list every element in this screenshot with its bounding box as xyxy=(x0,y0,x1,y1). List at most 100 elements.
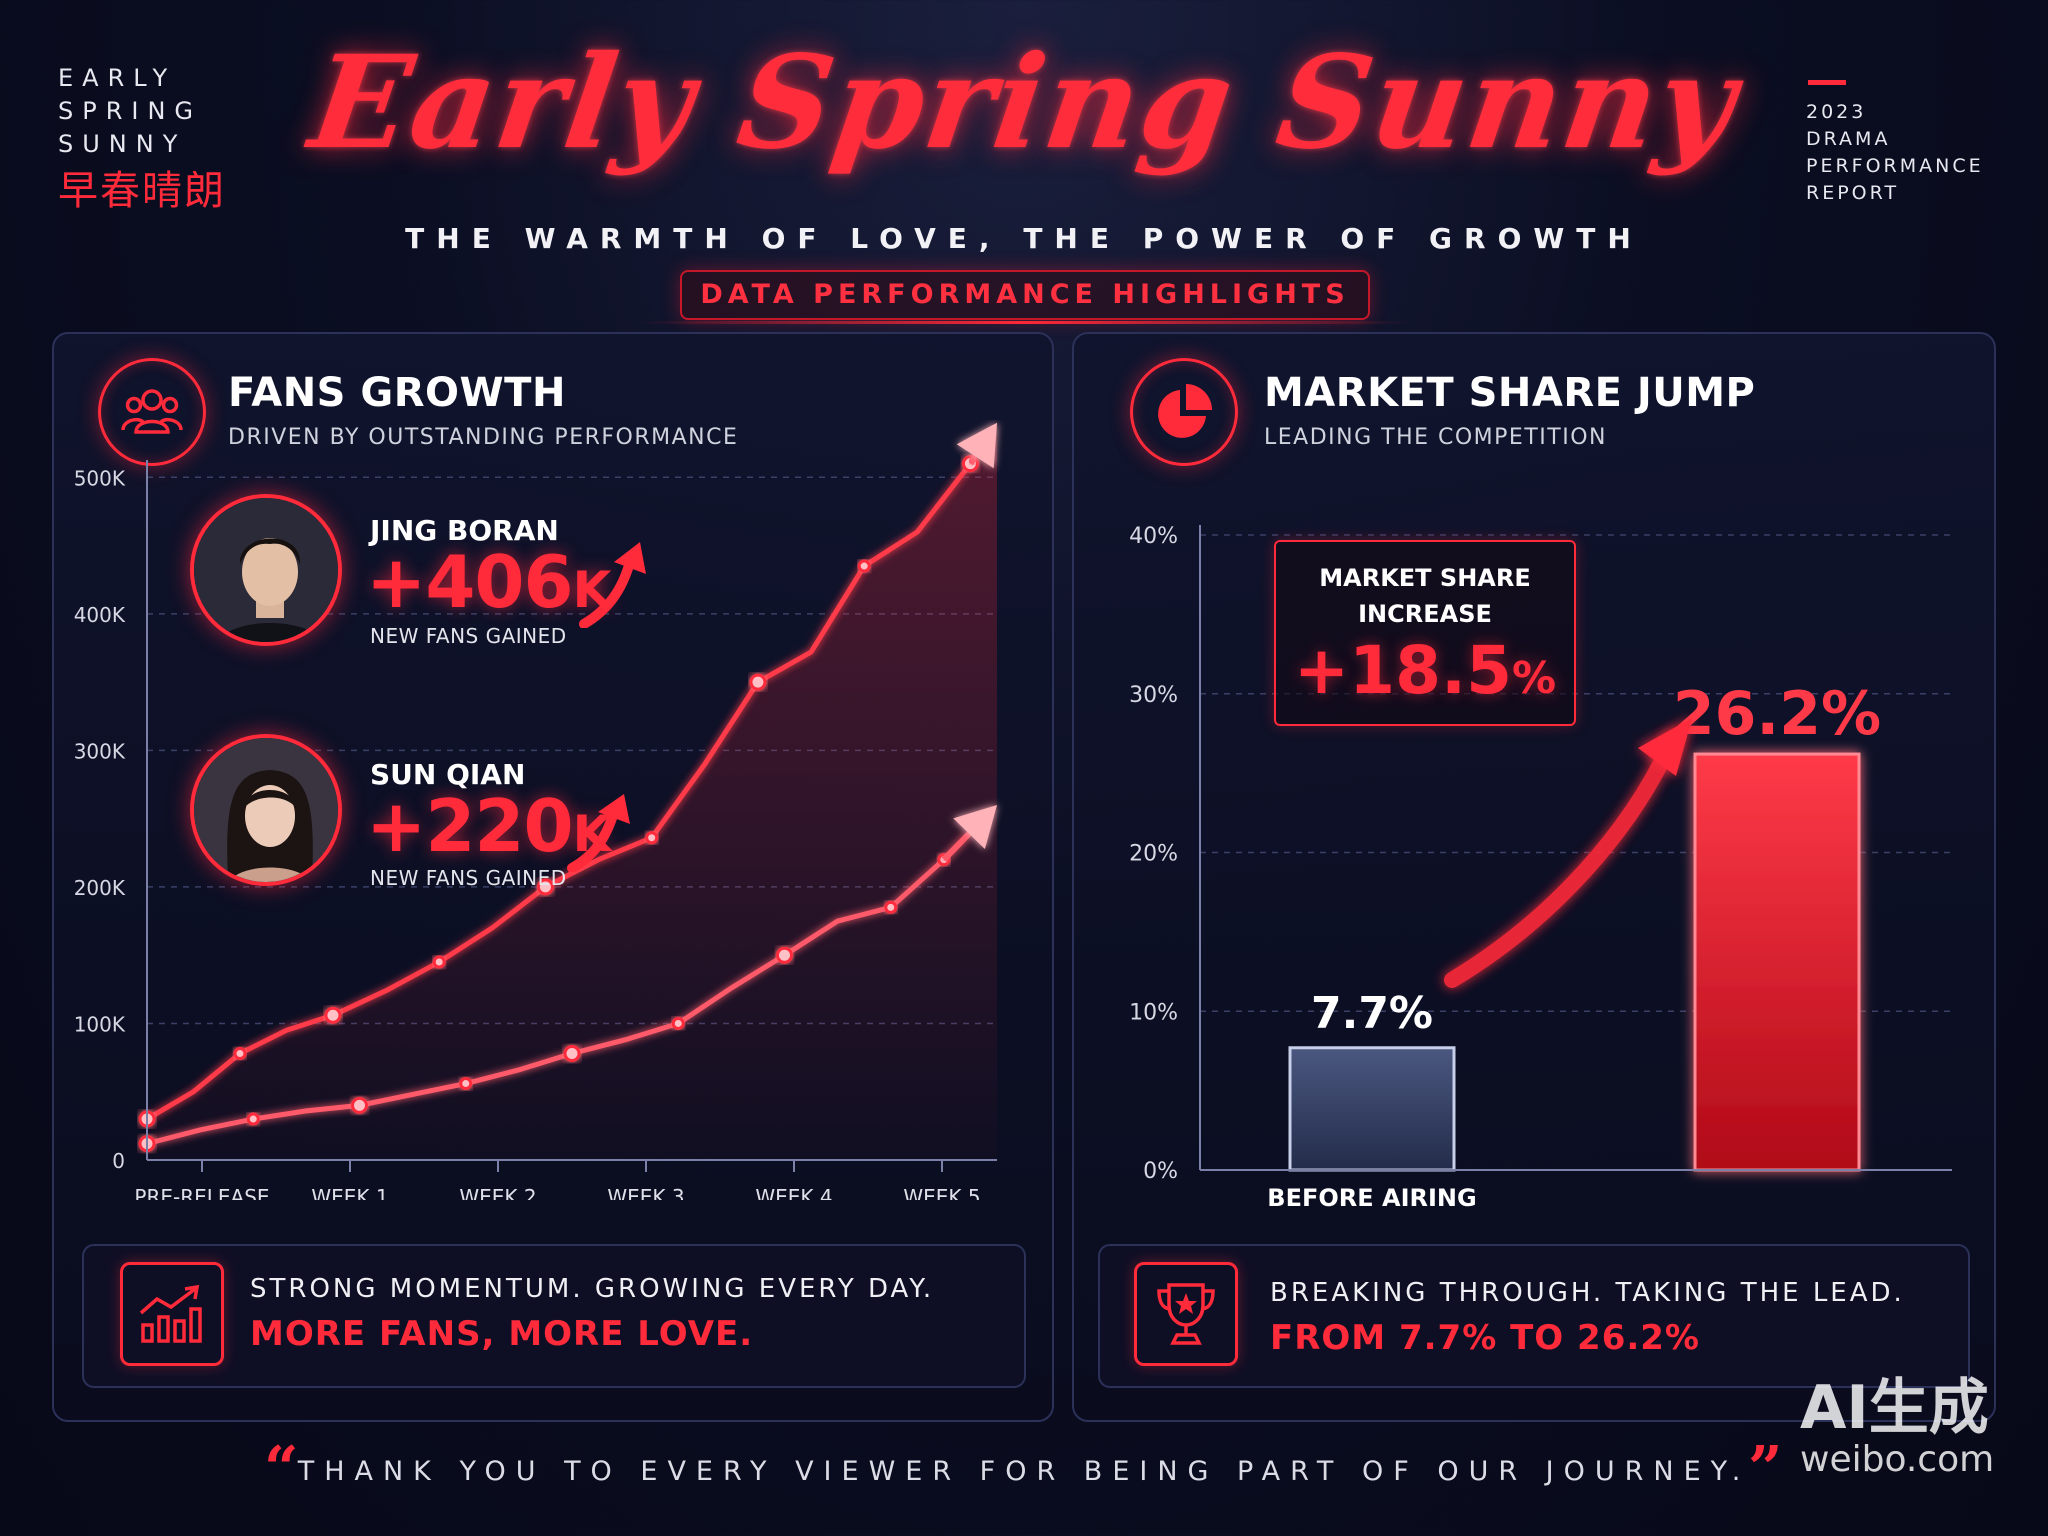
thanks-message: THANK YOU TO EVERY VIEWER FOR BEING PART… xyxy=(297,1456,1751,1487)
bar-chart-axes: 0% 10% 20% 30% 40% BEFORE AIRING xyxy=(1129,524,1952,1212)
users-group-svg xyxy=(121,389,183,434)
close-quote-icon: ” xyxy=(1748,1434,1783,1504)
fans-footer-line-1: STRONG MOMENTUM. GROWING EVERY DAY. xyxy=(250,1274,935,1304)
bar-0 xyxy=(1288,1046,1456,1172)
line-chart-axes: 0 100K 200K 300K 400K 500K PRE-RELEASE WEEK 1 WE… xyxy=(74,460,997,1200)
report-dash xyxy=(1808,80,1846,85)
bar-chart-y-tick: 40% xyxy=(1129,524,1178,549)
increase-value-unit: % xyxy=(1512,653,1557,704)
series-arrow-shaft xyxy=(967,454,978,466)
share-footer-line-2: FROM 7.7% TO 26.2% xyxy=(1270,1318,1701,1358)
line-chart-y-tick: 500K xyxy=(74,466,126,490)
users-group-icon xyxy=(98,358,206,466)
pie-chart-icon xyxy=(1130,358,1238,466)
line-chart-y-tick: 200K xyxy=(74,876,126,900)
increase-label-line-1: MARKET SHARE xyxy=(1319,564,1531,592)
sun-qian-gain: +220K xyxy=(366,784,611,868)
bar-1 xyxy=(1693,752,1861,1172)
avatar-jing-boran xyxy=(190,494,342,646)
brand-corner: EARLY SPRING SUNNY 早春晴朗 xyxy=(58,62,226,215)
avatar-sun-qian xyxy=(190,734,342,886)
sun-qian-gain-value: +220 xyxy=(366,784,574,868)
series-arrowhead xyxy=(953,805,997,850)
line-chart-y-tick: 300K xyxy=(74,739,126,763)
line-chart-y-tick: 400K xyxy=(74,603,126,627)
fans-growth-subtitle: DRIVEN BY OUTSTANDING PERFORMANCE xyxy=(228,425,739,450)
page-subtitle: THE WARMTH OF LOVE, THE POWER OF GROWTH xyxy=(405,222,1643,255)
jing-boran-gain: +406K xyxy=(366,540,611,624)
line-chart-x-tick: WEEK 1 xyxy=(311,1185,388,1200)
watermark-ai-label: AI生成 xyxy=(1800,1373,1989,1443)
watermark: AI生成 weibo.com xyxy=(1800,1376,1994,1480)
report-corner: 2023 DRAMA PERFORMANCE REPORT xyxy=(1806,80,2006,207)
market-share-subtitle: LEADING THE COMPETITION xyxy=(1264,425,1607,450)
increase-value-number: +18.5 xyxy=(1293,632,1513,709)
jing-boran-up-arrow-icon xyxy=(579,542,646,628)
open-quote-icon: “ xyxy=(264,1434,299,1504)
series-point xyxy=(233,1047,247,1060)
bar-chart-bars: 7.7% 26.2% xyxy=(1288,679,1881,1172)
avatar-jing-boran-svg xyxy=(194,498,338,642)
market-share-bar-chart: 7.7% 26.2% 0% 10% 20% 30% 40% BEFORE AIRING xyxy=(1129,524,1952,1212)
bar-chart-y-tick: 10% xyxy=(1129,1000,1178,1025)
series-point xyxy=(432,955,446,969)
line-chart-y-tick: 0 xyxy=(112,1149,125,1173)
series-point xyxy=(246,1112,260,1126)
series-point xyxy=(671,1016,685,1030)
sun-qian-up-arrow-icon xyxy=(567,794,630,872)
series-arrow-shaft xyxy=(941,831,972,862)
brand-line-2: SPRING xyxy=(58,97,203,125)
report-line-2: DRAMA xyxy=(1806,128,1891,150)
report-line-1: 2023 xyxy=(1806,101,1867,123)
growth-arrow-shaft xyxy=(1444,732,1680,988)
series-point xyxy=(645,831,659,845)
jing-boran-name: JING BORAN xyxy=(370,514,559,547)
sun-qian-label: NEW FANS GAINED xyxy=(370,866,567,890)
increase-value: +18.5% xyxy=(1276,632,1574,709)
series-area-jing-boran xyxy=(147,422,997,1160)
line-chart-x-tick: WEEK 5 xyxy=(903,1185,980,1200)
market-share-increase-box: MARKET SHARE INCREASE +18.5% xyxy=(1274,540,1576,726)
series-arrowhead xyxy=(956,422,997,469)
jing-boran-label: NEW FANS GAINED xyxy=(370,624,567,648)
increase-label: MARKET SHARE INCREASE xyxy=(1276,560,1574,632)
growth-arrowhead xyxy=(1638,718,1692,776)
series-point xyxy=(563,1045,581,1062)
share-footer-line-1: BREAKING THROUGH. TAKING THE LEAD. xyxy=(1270,1278,1905,1308)
badge-glow-line xyxy=(640,321,1410,324)
line-chart-series xyxy=(138,422,997,1153)
series-point xyxy=(884,900,898,914)
share-footer-card xyxy=(1098,1244,1970,1388)
highlights-badge: DATA PERFORMANCE HIGHLIGHTS xyxy=(680,270,1370,320)
line-chart-x-tick: PRE-RELEASE xyxy=(134,1185,269,1200)
line-chart-area xyxy=(147,422,997,1160)
growth-chart-svg xyxy=(139,1284,202,1343)
bar-chart-y-tick: 0% xyxy=(1143,1159,1178,1184)
line-chart-x-tick: WEEK 4 xyxy=(755,1185,832,1200)
series-point xyxy=(857,559,871,573)
series-point xyxy=(459,1077,473,1091)
fans-growth-title: FANS GROWTH xyxy=(228,370,566,416)
watermark-site: weibo.com xyxy=(1800,1439,1995,1480)
bar-category-label: BEFORE AIRING xyxy=(1267,1184,1476,1212)
report-line-3: PERFORMANCE xyxy=(1806,155,1984,177)
fans-footer-card xyxy=(82,1244,1026,1388)
page-title: Early Spring Sunny xyxy=(302,28,1746,178)
series-point xyxy=(324,1006,342,1024)
bar-chart-y-tick: 30% xyxy=(1129,683,1178,708)
trophy-svg xyxy=(1157,1283,1215,1345)
brand-line-3: SUNNY xyxy=(58,130,187,158)
trophy-icon xyxy=(1134,1262,1238,1366)
series-point xyxy=(776,946,793,964)
bar-value-label: 26.2% xyxy=(1673,679,1881,749)
bar-value-label: 7.7% xyxy=(1311,988,1433,1039)
bar-chart-y-tick: 20% xyxy=(1129,842,1178,867)
jing-boran-gain-value: +406 xyxy=(366,540,574,624)
line-chart-x-tick: WEEK 3 xyxy=(607,1185,684,1200)
brand-chinese: 早春晴朗 xyxy=(58,168,226,214)
growth-chart-icon xyxy=(120,1262,224,1366)
brand-line-1: EARLY xyxy=(58,64,177,92)
series-line-1 xyxy=(146,857,946,1147)
fans-footer-line-2: MORE FANS, MORE LOVE. xyxy=(250,1314,754,1354)
pie-chart-svg xyxy=(1158,384,1212,438)
